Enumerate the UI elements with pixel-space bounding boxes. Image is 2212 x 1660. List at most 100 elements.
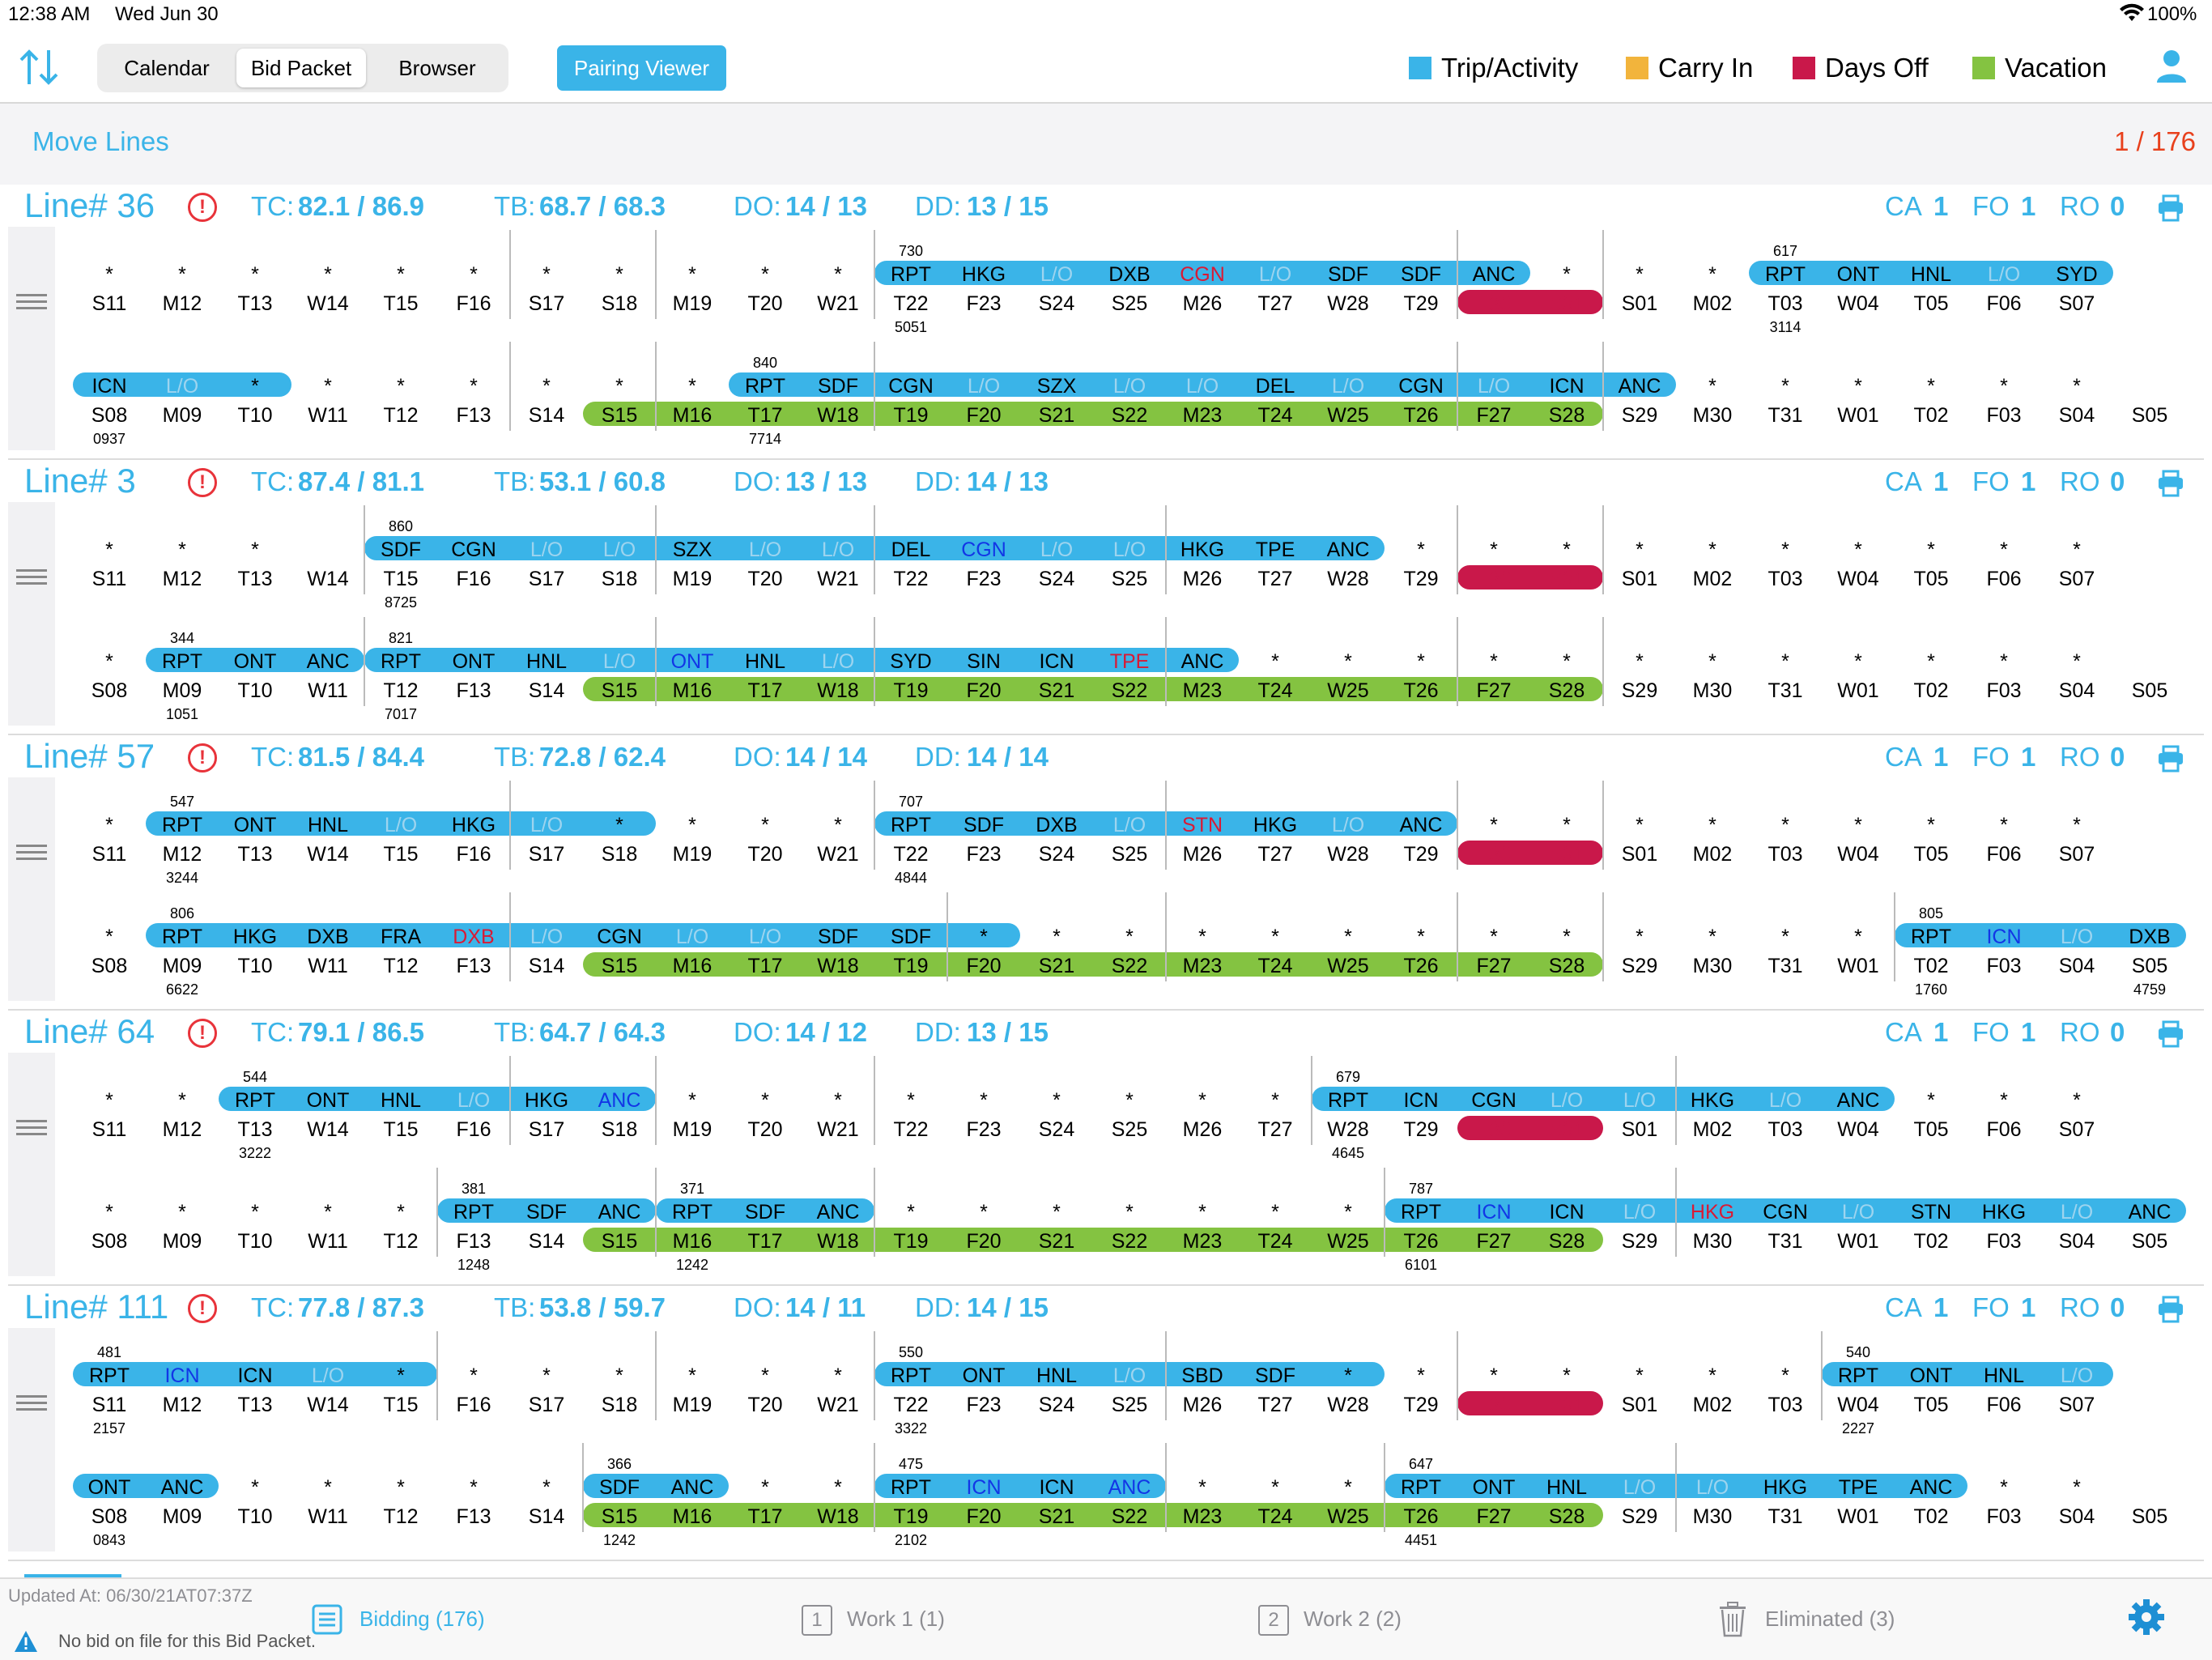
pairing-id: 4759 (2133, 981, 2167, 998)
segment-browser[interactable]: Browser (398, 56, 476, 80)
week-divider (655, 342, 657, 431)
print-icon[interactable] (2157, 1296, 2184, 1323)
pairing-label: * (1490, 926, 1498, 948)
trip-bar[interactable] (1822, 1362, 2113, 1386)
trip-bar[interactable] (874, 1474, 1166, 1498)
pairing-label: * (1708, 814, 1716, 836)
trip-bar[interactable] (146, 648, 364, 672)
move-lines-button[interactable]: Move Lines (32, 126, 169, 156)
pairing-label: ONT (1472, 1476, 1516, 1499)
trip-bar[interactable] (1895, 923, 2186, 947)
bid-line[interactable]: Line# 111 TC: 77.8 / 87.3 TB: 53.8 / 59.7 DO:… (0, 1286, 2212, 1561)
pairing-label: * (1344, 926, 1352, 948)
day-label: F27 (1476, 404, 1512, 427)
pairing-number: 366 (606, 1456, 632, 1472)
drag-handle[interactable] (8, 777, 55, 1001)
day-label: W21 (817, 1394, 859, 1416)
pairing-label: ANC (1108, 1476, 1151, 1499)
dd-label: DD: (915, 1292, 961, 1322)
tab-eliminated[interactable]: Eliminated (3) (1765, 1607, 1895, 1631)
trip-bar[interactable] (656, 1198, 874, 1223)
trip-bar[interactable] (73, 1474, 219, 1498)
bid-line[interactable]: Line# 36 TC: 82.1 / 86.9 TB: 68.7 / 68.3 DO: 1… (0, 185, 2212, 460)
day-label: S04 (2058, 1505, 2095, 1528)
trip-bar[interactable] (1312, 1087, 1895, 1111)
pairing-id: 1248 (457, 1257, 491, 1273)
day-label: W18 (817, 955, 859, 977)
tab-work-1[interactable]: Work 1 (1) (847, 1607, 945, 1631)
line-number[interactable]: Line# 64 (24, 1012, 155, 1050)
day-label: T19 (893, 955, 929, 977)
pairing-viewer-button[interactable]: Pairing Viewer (557, 45, 726, 91)
pairing-label: HKG (1690, 1089, 1735, 1112)
warning-circle-icon[interactable]: ! (188, 1019, 217, 1048)
tab-work-2[interactable]: Work 2 (2) (1304, 1607, 1402, 1631)
pairing-label: ONT (452, 650, 496, 673)
tc-label: TC: (251, 466, 295, 496)
days-off-bar (1457, 1391, 1603, 1415)
trip-bar[interactable] (729, 372, 1676, 397)
trip-bar[interactable] (437, 1198, 656, 1223)
print-icon[interactable] (2157, 194, 2184, 222)
day-label: M12 (162, 1394, 202, 1416)
trip-bar[interactable] (219, 1087, 656, 1111)
pairing-label: * (1198, 1201, 1206, 1224)
do-value: 14 / 11 (785, 1292, 866, 1322)
print-icon[interactable] (2157, 470, 2184, 497)
legend-vacation: Vacation (1972, 50, 2107, 86)
week-divider (1384, 1168, 1385, 1257)
day-label: F30 (1476, 568, 1512, 590)
pairing-label: L/O (602, 650, 636, 673)
line-number[interactable]: Line# 111 (24, 1288, 169, 1326)
line-number[interactable]: Line# 57 (24, 737, 155, 775)
sort-arrows-icon[interactable] (16, 47, 62, 92)
trip-bar[interactable] (364, 648, 1239, 672)
day-label: T17 (747, 955, 783, 977)
line-number[interactable]: Line# 3 (24, 462, 136, 500)
trip-bar[interactable] (73, 372, 291, 397)
trip-bar[interactable] (146, 923, 1020, 947)
trip-bar[interactable] (73, 1362, 437, 1386)
bid-line[interactable]: Line# 64 TC: 79.1 / 86.5 TB: 64.7 / 64.3 DO: 1… (0, 1011, 2212, 1286)
bid-line[interactable]: Line# 57 TC: 81.5 / 84.4 TB: 72.8 / 62.4 DO: 1… (0, 735, 2212, 1011)
segment-calendar[interactable]: Calendar (124, 56, 210, 80)
pairing-label: SDF (818, 926, 858, 948)
next-line-header-fragment (24, 1574, 121, 1577)
status-time: 12:38 AM (8, 3, 91, 25)
pairing-label: RPT (162, 926, 202, 948)
trip-bar[interactable] (1385, 1198, 2186, 1223)
print-icon[interactable] (2157, 745, 2184, 773)
line-number[interactable]: Line# 36 (24, 186, 155, 224)
tc-label: TC: (251, 1292, 295, 1322)
warning-circle-icon[interactable]: ! (188, 1294, 217, 1323)
trip-bar[interactable] (583, 1474, 729, 1498)
week-divider (1165, 892, 1167, 981)
drag-handle[interactable] (8, 502, 55, 726)
bid-line[interactable]: Line# 3 TC: 87.4 / 81.1 TB: 53.1 / 60.8 DO: 13… (0, 460, 2212, 735)
drag-handle[interactable] (8, 1053, 55, 1276)
day-label: W04 (1837, 292, 1879, 315)
day-label: S14 (528, 404, 565, 427)
day-label: F13 (456, 404, 491, 427)
print-icon[interactable] (2157, 1020, 2184, 1048)
trip-bar[interactable] (146, 811, 656, 836)
trip-bar[interactable] (874, 261, 1530, 285)
warning-circle-icon[interactable]: ! (188, 468, 217, 497)
warning-circle-icon[interactable]: ! (188, 193, 217, 222)
day-label: W14 (307, 292, 349, 315)
drag-handle[interactable] (8, 227, 55, 450)
profile-icon[interactable] (2155, 49, 2188, 88)
bottom-tab-bar: Updated At: 06/30/21AT07:37Z No bid on f… (0, 1577, 2212, 1660)
trip-bar[interactable] (1749, 261, 2113, 285)
day-label: T15 (383, 1118, 419, 1141)
segment-bid-packet[interactable]: Bid Packet (236, 49, 366, 87)
drag-handle[interactable] (8, 1328, 55, 1551)
pairing-label: L/O (1331, 375, 1365, 398)
dd-value: 14 / 13 (967, 466, 1049, 496)
warning-circle-icon[interactable]: ! (188, 743, 217, 773)
line-separator (8, 1284, 2204, 1286)
settings-gear-icon[interactable] (2128, 1598, 2165, 1640)
trip-bar[interactable] (874, 1362, 1385, 1386)
tab-bidding[interactable]: Bidding (176) (359, 1607, 485, 1631)
pairing-id: 8725 (384, 594, 418, 611)
